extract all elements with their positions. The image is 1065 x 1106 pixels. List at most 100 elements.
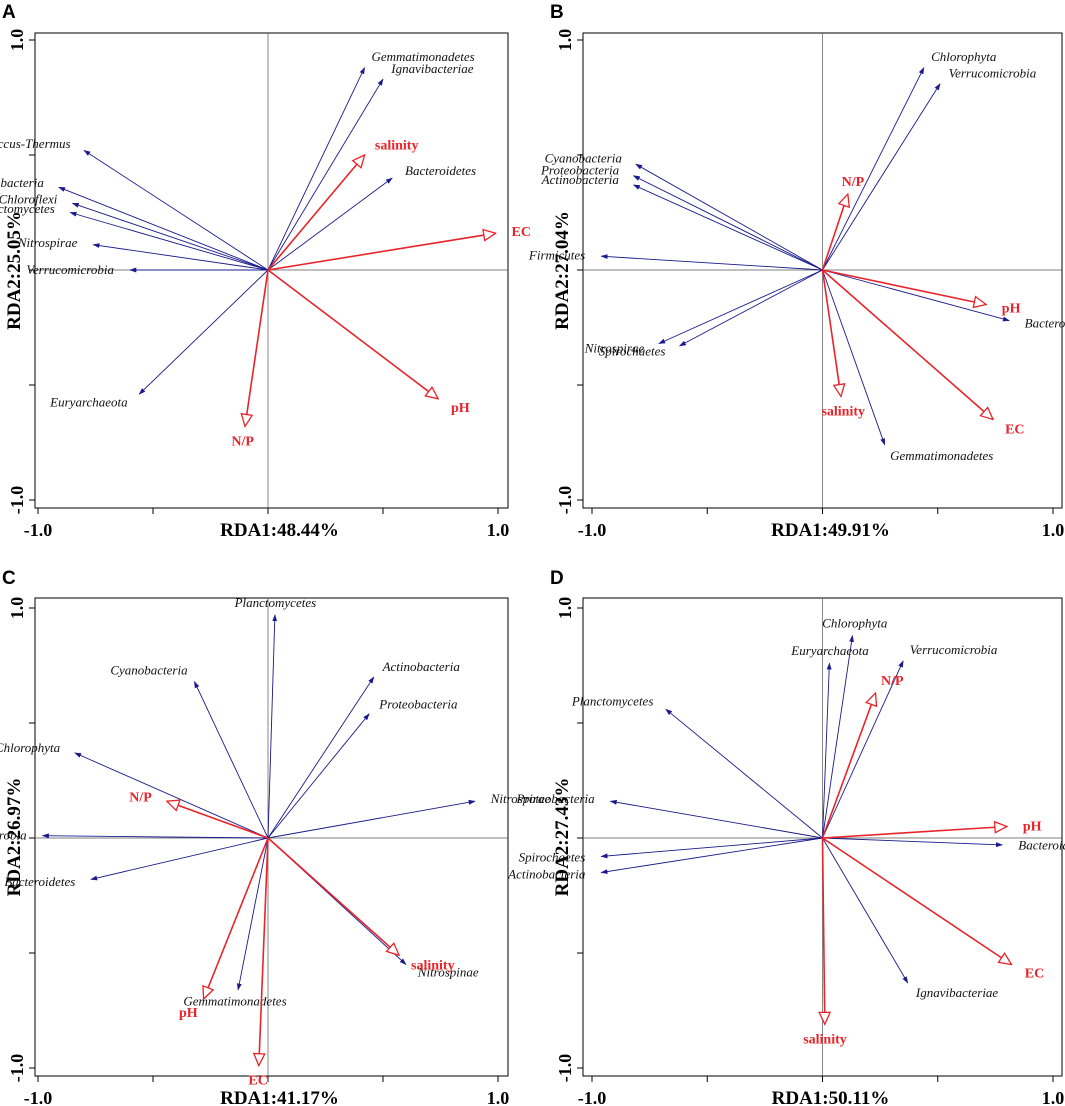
species-arrow-chloroflexi [71,202,269,271]
species-arrow-bacteroidetes [90,837,269,881]
species-label-verrucomicrobia: Verrucomicrobia [949,66,1037,81]
env-label-n-p: N/P [231,434,254,449]
x-tick-label-min: -1.0 [24,520,53,540]
env-arrow-ph [822,269,987,305]
species-label-planctomycetes: Planctomycetes [234,595,317,610]
species-label-deinococcus-thermus: Deinococcus-Thermus [0,136,71,151]
species-label-chloroflexi: Chloroflexi [0,191,58,206]
x-axis-title: RDA1:49.91% [771,520,890,541]
species-arrow-spirochaetes [678,269,823,347]
species-arrow-verrucomicrobia [41,833,269,839]
species-label-chlorophyta: Chlorophyta [822,616,888,631]
species-label-actinobacteria: Actinobacteria [382,659,461,674]
species-label-actinobacteria: Actinobacteria [541,172,620,187]
species-label-planctomycetes: Planctomycetes [0,201,55,216]
species-arrow-actinobacteria [632,184,823,271]
species-label-bacteroidetes: Bacteroidetes [405,163,476,178]
env-arrow-salinity [821,269,841,397]
panel-b: B -1.0 1.0 1.0 -1.0 RDA1:49.91% RDA2:27.04% Chl… [528,2,1065,541]
species-arrow-planctomycetes [665,708,823,839]
species-label-cyanobacteria: Cyanobacteria [545,150,623,165]
panel-letter: A [2,2,16,23]
x-tick-label-max: 1.0 [487,520,510,540]
species-arrow-proteobacteria [609,799,823,839]
y-tick-label-min: -1.0 [7,486,27,515]
species-label-gemmatimonadetes: Gemmatimonadetes [371,49,474,64]
env-label-n-p: N/P [881,674,904,689]
species-label-nitrospirae: Nitrospirae [584,341,645,356]
species-label-bacteroidetes: Bacteroidetes [1025,316,1065,331]
env-arrow-ec [267,233,496,271]
x-tick-label-min: -1.0 [24,1088,53,1106]
env-label-ph: pH [451,401,470,416]
species-arrow-euryarchaeota [138,269,269,395]
species-arrow-cyanobacteria [635,163,823,271]
species-arrow-proteobacteria [58,186,269,271]
panel-d: D -1.0 1.0 1.0 -1.0 RDA1:50.11% RDA2:27.43% Chl… [507,568,1065,1106]
species-arrow-deinococcus-thermus [83,150,269,271]
species-label-euryarchaeota: Euryarchaeota [49,395,128,410]
env-arrow-ec [821,269,994,420]
species-arrow-verrucomicrobia [822,83,941,271]
env-label-ph: pH [1023,820,1042,835]
species-label-verrucomicrobia: Verrucomicrobia [910,642,998,657]
panel-letter: D [550,568,564,589]
env-label-ec: EC [1025,966,1044,981]
species-label-proteobacteria: Proteobacteria [540,162,620,177]
species-arrow-ignavibacteriae [267,78,384,271]
species-label-nitrospinae: Nitrospinae [417,965,479,980]
y-tick-label-max: 1.0 [7,597,27,620]
species-label-firmicutes: Firmicutes [528,247,585,262]
env-arrow-ec [822,837,1012,965]
env-label-ec: EC [248,1074,267,1089]
y-axis-title: RDA2:27.43% [552,778,573,897]
env-arrow-ph [204,837,269,999]
species-label-spirochaetes: Spirochaetes [599,344,666,359]
species-label-ignavibacteriae: Ignavibacteriae [915,985,999,1000]
species-arrow-firmicutes [600,254,823,271]
species-label-cyanobacteria: Cyanobacteria [110,663,188,678]
species-arrow-nitrospirae [267,799,476,839]
env-arrow-ph [267,269,438,399]
x-axis-title: RDA1:48.44% [220,520,339,541]
species-label-verrucomicrobia: Verrucomicrobia [26,262,114,277]
species-arrow-bacteroidetes [267,177,393,271]
y-axis-title: RDA2:27.04% [552,211,573,330]
species-label-gemmatimonadetes: Gemmatimonadetes [890,448,993,463]
env-label-salinity: salinity [375,138,419,153]
species-arrow-bacteroidetes [822,837,1003,848]
species-arrow-cyanobacteria [193,680,269,839]
species-label-bacteroidetes: Bacteroidetes [4,874,75,889]
y-axis-title: RDA2:26.97% [4,778,25,897]
species-arrow-chlorophyta [822,634,854,839]
species-label-proteobacteria: Proteobacteria [0,175,44,190]
y-tick-label-max: 1.0 [555,29,575,52]
x-tick-label-max: 1.0 [1042,1088,1065,1106]
species-arrow-ignavibacteriae [822,837,909,984]
plot-frame [34,597,509,1077]
env-label-salinity: salinity [821,404,865,419]
species-arrow-planctomycetes [267,614,278,839]
env-label-ph: pH [1002,301,1021,316]
y-tick-label-max: 1.0 [555,597,575,620]
species-arrow-chlorophyta [74,752,269,839]
panel-letter: B [550,2,564,23]
env-label-ph: pH [179,1006,198,1021]
env-label-salinity: salinity [411,959,455,974]
env-arrow-salinity [823,837,825,1024]
env-arrow-ph [822,827,1007,839]
species-arrow-verrucomicrobia [822,660,904,839]
species-arrow-gemmatimonadetes [267,66,366,271]
species-arrow-actinobacteria [600,837,823,874]
panel-letter: C [2,568,16,589]
species-label-euryarchaeota: Euryarchaeota [790,643,869,658]
species-label-verrucomicrobia: Verrucomicrobia [0,828,27,843]
species-arrow-gemmatimonadetes [822,269,886,446]
x-tick-label-max: 1.0 [487,1088,510,1106]
species-arrow-bacteroidetes [822,269,1010,322]
env-arrow-n-p [245,269,269,426]
y-tick-label-max: 1.0 [7,29,27,52]
env-arrow-salinity [267,155,365,271]
y-tick-label-min: -1.0 [7,1054,27,1083]
